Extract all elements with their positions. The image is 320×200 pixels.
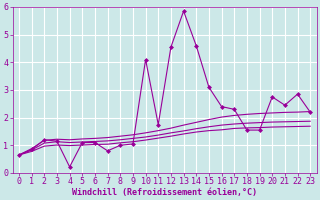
X-axis label: Windchill (Refroidissement éolien,°C): Windchill (Refroidissement éolien,°C) — [72, 188, 257, 197]
